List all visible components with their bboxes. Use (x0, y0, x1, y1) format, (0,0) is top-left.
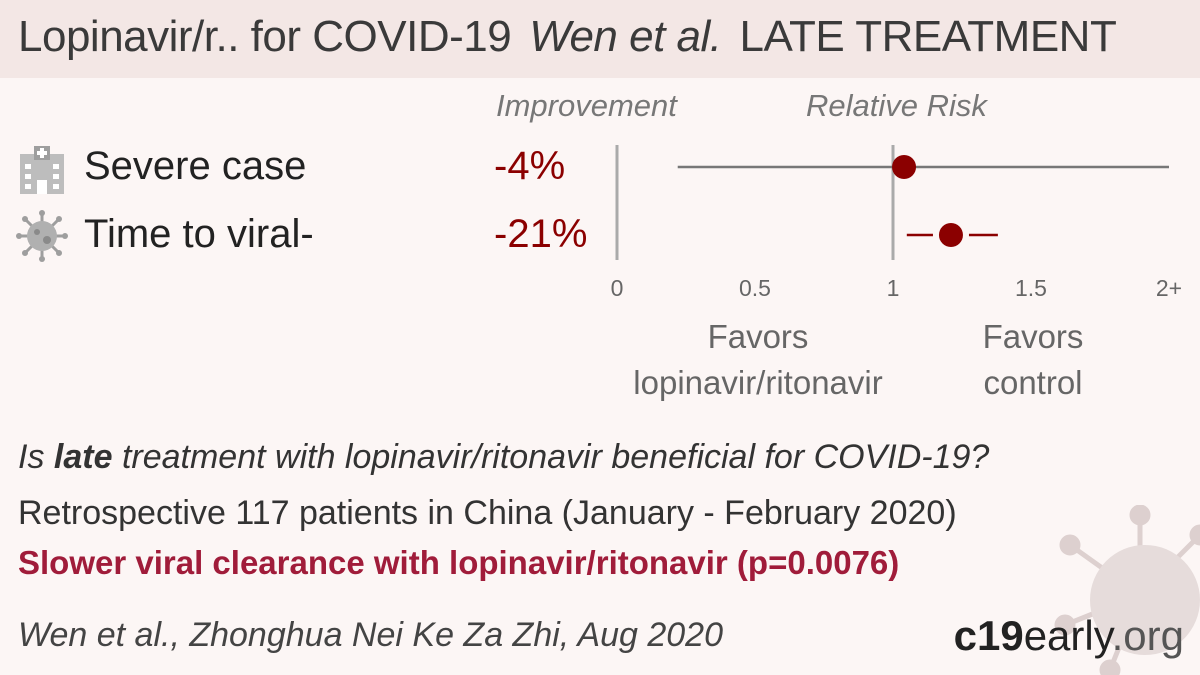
favors-treatment-label: Favors lopinavir/ritonavir (610, 314, 906, 406)
outcome-label-viral: Time to viral- (84, 212, 314, 256)
brand-logo[interactable]: c19early.org (954, 612, 1184, 660)
author-title: Wen et al. (529, 12, 722, 61)
hospital-icon (20, 146, 64, 194)
outcome-label-severe: Severe case (84, 144, 307, 188)
x-tick-label: 2+ (1156, 275, 1182, 301)
favors-control-line2: control (983, 364, 1083, 401)
favors-control-line1: Favors (982, 318, 1084, 355)
improvement-value-viral: -21% (494, 212, 588, 256)
brand-early: early (1023, 612, 1112, 659)
citation: Wen et al., Zhonghua Nei Ke Za Zhi, Aug … (18, 616, 723, 654)
virus-watermark-icon (1054, 505, 1200, 675)
question-text: Is late treatment with lopinavir/ritonav… (18, 438, 989, 477)
title-bar: Lopinavir/r.. for COVID-19 Wen et al. LATE… (0, 0, 1200, 78)
brand-org: .org (1111, 612, 1184, 659)
x-tick-label: 0 (611, 275, 624, 301)
favors-control-label: Favors control (950, 314, 1116, 406)
x-tick-label: 1 (887, 275, 900, 301)
x-tick-label: 1.5 (1015, 275, 1047, 301)
question-post: treatment with lopinavir/ritonavir benef… (112, 438, 990, 476)
forest-plot: 0 0.5 1 1.5 2+ (611, 145, 1182, 301)
relative-risk-column-header: Relative Risk (806, 88, 987, 123)
favors-treatment-line2: lopinavir/ritonavir (633, 364, 883, 401)
point-severe (892, 155, 917, 179)
stage-title: LATE TREATMENT (739, 12, 1117, 61)
favors-treatment-line1: Favors (707, 318, 809, 355)
x-tick-label: 0.5 (739, 275, 771, 301)
improvement-value-severe: -4% (494, 144, 566, 188)
treatment-title: Lopinavir/r.. for COVID-19 (18, 12, 512, 61)
question-bold: late (53, 438, 113, 476)
brand-c19: c19 (953, 612, 1024, 659)
point-viral (938, 223, 963, 247)
page-title: Lopinavir/r.. for COVID-19 Wen et al. LATE… (18, 12, 1117, 62)
improvement-column-header: Improvement (496, 88, 677, 123)
question-pre: Is (18, 438, 54, 476)
virus-icon (16, 210, 68, 262)
conclusion-text: Slower viral clearance with lopinavir/ri… (18, 544, 900, 581)
study-description: Retrospective 117 patients in China (Jan… (18, 494, 957, 532)
